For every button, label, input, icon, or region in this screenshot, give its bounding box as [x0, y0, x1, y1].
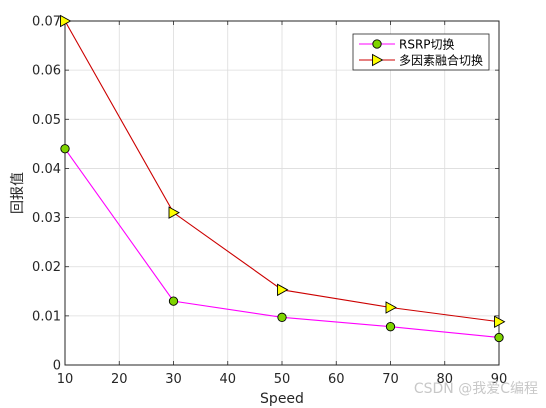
x-tick-label: 50 — [274, 372, 291, 387]
x-tick-label: 80 — [436, 372, 453, 387]
x-tick-label: 10 — [57, 372, 74, 387]
x-tick-label: 20 — [111, 372, 128, 387]
series-1 — [60, 144, 504, 343]
legend-marker — [372, 39, 382, 49]
data-point — [494, 332, 504, 343]
x-tick-label: 30 — [165, 372, 182, 387]
x-tick-label: 70 — [382, 372, 399, 387]
watermark-text: CSDN @我爱C编程 — [414, 381, 538, 397]
legend-label: RSRP切换 — [399, 38, 455, 52]
axis-ticks: 10 20 30 40 50 60 70 80 90 0 0.01 0.02 0.03 0.04 0.05 0… — [32, 15, 507, 388]
data-point — [277, 312, 287, 322]
y-tick-label: 0.02 — [32, 260, 61, 275]
x-axis-label: Speed — [260, 391, 304, 407]
data-point — [494, 315, 506, 329]
x-tick-label: 90 — [491, 372, 508, 387]
data-point — [385, 301, 397, 314]
data-point — [277, 283, 289, 297]
y-tick-label: 0.06 — [32, 64, 61, 79]
y-tick-label: 0.03 — [32, 211, 61, 226]
y-tick-label: 0.04 — [32, 162, 61, 177]
y-tick-label: 0.07 — [32, 15, 61, 30]
series-layer — [60, 14, 506, 343]
data-point — [168, 296, 179, 306]
y-tick-label: 0 — [53, 359, 61, 374]
y-tick-label: 0.01 — [32, 309, 61, 324]
series-2 — [60, 14, 506, 329]
y-tick-label: 0.05 — [32, 113, 61, 128]
legend-label: 多因素融合切换 — [399, 53, 483, 68]
x-tick-label: 40 — [219, 372, 236, 387]
y-axis-label: 回报值 — [10, 172, 26, 214]
grid — [65, 21, 499, 365]
data-point — [60, 144, 70, 154]
data-point — [60, 14, 72, 28]
legend-marker — [372, 53, 384, 67]
data-point — [168, 206, 180, 219]
data-point — [385, 322, 396, 332]
x-tick-label: 60 — [328, 372, 345, 387]
